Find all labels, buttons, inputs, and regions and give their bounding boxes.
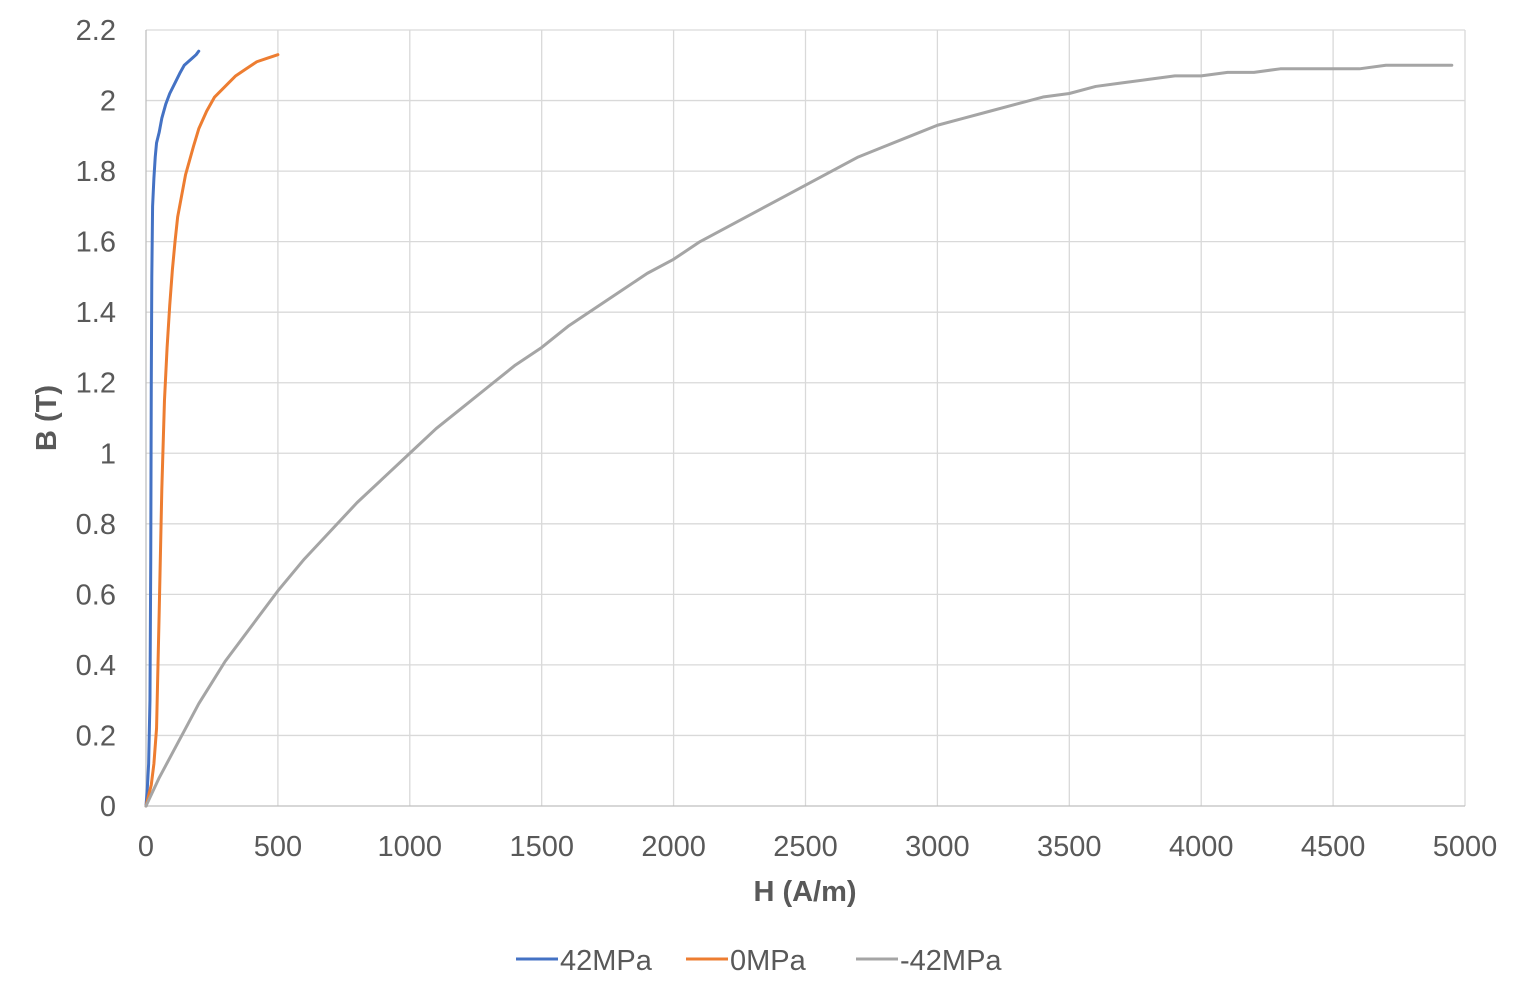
axes — [145, 30, 1465, 807]
y-tick-label: 1.2 — [76, 368, 116, 400]
grid — [146, 29, 1466, 806]
y-tick-label: 0 — [100, 791, 116, 823]
legend-item: 42MPa — [516, 945, 653, 977]
x-tick-label: 4500 — [1301, 831, 1366, 863]
series-line-0MPa — [144, 53, 280, 808]
x-tick-label: 5000 — [1433, 831, 1498, 863]
x-tick-label: 2000 — [641, 831, 706, 863]
legend-item: 0MPa — [686, 945, 807, 977]
y-tick-label: 0.6 — [76, 579, 116, 611]
x-tick-label: 1000 — [378, 831, 443, 863]
y-tick-label: 2.2 — [76, 15, 116, 47]
series-line-42MPa — [144, 49, 201, 808]
x-axis-title: H (A/m) — [753, 876, 856, 908]
y-axis-title: B (T) — [31, 385, 63, 451]
y-tick-label: 0.4 — [76, 650, 116, 682]
y-tick-label: 1 — [100, 438, 116, 470]
series-line--42MPa — [144, 63, 1454, 808]
y-tick-label: 1.6 — [76, 227, 116, 259]
legend-label: -42MPa — [900, 945, 1002, 977]
x-tick-label: 500 — [254, 831, 302, 863]
legend-label: 0MPa — [730, 945, 807, 977]
legend: 42MPa 0MPa -42MPa — [516, 945, 1002, 977]
tick-labels: 0 500 1000 1500 2000 2500 3000 3500 4000 4500 5000… — [76, 15, 1498, 863]
legend-item: -42MPa — [856, 945, 1002, 977]
x-tick-label: 2500 — [773, 831, 838, 863]
y-tick-label: 0.8 — [76, 509, 116, 541]
series-lines — [144, 49, 1454, 808]
legend-label: 42MPa — [560, 945, 653, 977]
x-tick-label: 3000 — [905, 831, 970, 863]
x-tick-label: 4000 — [1169, 831, 1234, 863]
x-tick-label: 1500 — [509, 831, 574, 863]
y-tick-label: 1.4 — [76, 297, 116, 329]
x-tick-label: 3500 — [1037, 831, 1102, 863]
y-tick-label: 2 — [100, 86, 116, 118]
y-tick-label: 0.2 — [76, 720, 116, 752]
x-tick-label: 0 — [138, 831, 154, 863]
y-tick-label: 1.8 — [76, 156, 116, 188]
